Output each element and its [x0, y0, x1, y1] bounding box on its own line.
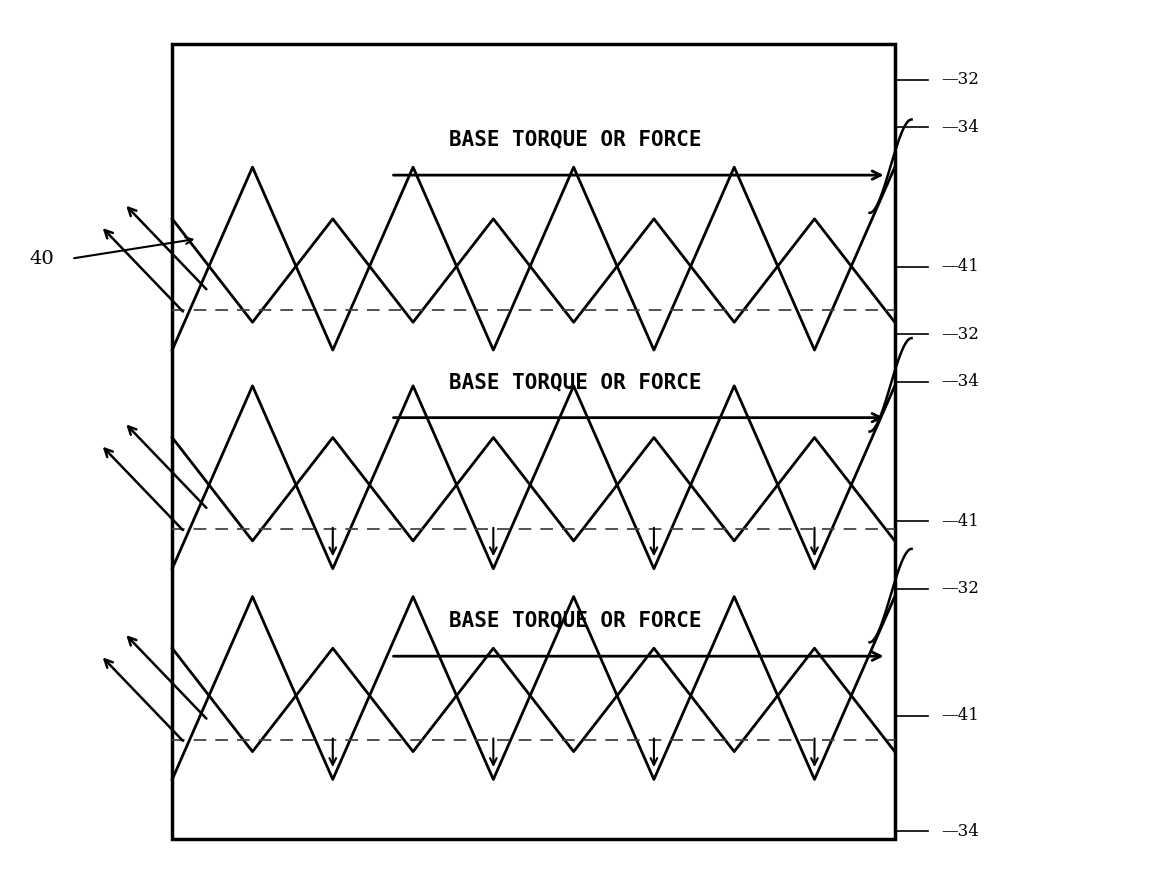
- Text: —32: —32: [942, 580, 978, 597]
- Text: —34: —34: [942, 374, 978, 390]
- Text: BASE TORQUE OR FORCE: BASE TORQUE OR FORCE: [449, 129, 702, 149]
- Text: —32: —32: [942, 326, 978, 343]
- Text: —41: —41: [942, 512, 978, 530]
- Text: —41: —41: [942, 258, 978, 275]
- Text: 40: 40: [30, 250, 54, 268]
- Text: BASE TORQUE OR FORCE: BASE TORQUE OR FORCE: [449, 372, 702, 392]
- Text: BASE TORQUE OR FORCE: BASE TORQUE OR FORCE: [449, 610, 702, 630]
- Text: —32: —32: [942, 72, 978, 88]
- Text: —41: —41: [942, 707, 978, 724]
- Text: —34: —34: [942, 823, 978, 840]
- Bar: [173, 44, 894, 839]
- Text: —34: —34: [942, 119, 978, 136]
